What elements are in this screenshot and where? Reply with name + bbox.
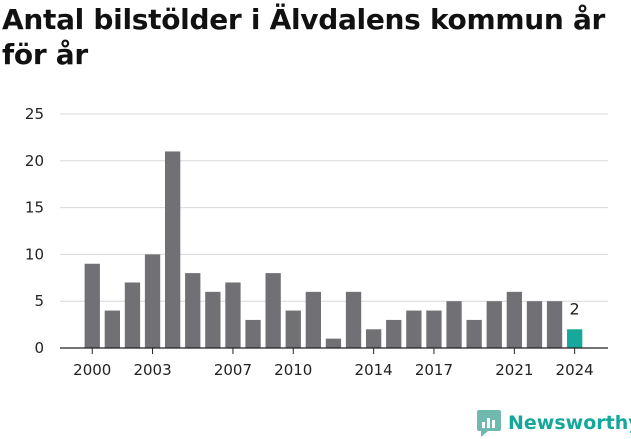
bar-2015 bbox=[386, 319, 402, 348]
bar-2020 bbox=[486, 301, 502, 348]
bar-2012 bbox=[325, 338, 342, 348]
y-tick-label: 10 bbox=[25, 245, 44, 263]
chart-title: Antal bilstölder i Älvdalens kommun år f… bbox=[2, 3, 606, 71]
y-tick-label: 15 bbox=[25, 199, 44, 217]
bar-2008 bbox=[245, 319, 261, 348]
x-tick-label: 2017 bbox=[415, 361, 453, 379]
bar-2003 bbox=[144, 254, 161, 348]
bar-2007 bbox=[225, 282, 241, 348]
newsworthy-logo-icon bbox=[477, 410, 501, 437]
bar-2021 bbox=[506, 291, 522, 348]
bar-2019 bbox=[466, 319, 482, 348]
bar-2022 bbox=[526, 301, 543, 348]
x-tick-label: 2024 bbox=[556, 361, 594, 379]
bar-2014 bbox=[366, 329, 382, 348]
data-label: 2 bbox=[570, 299, 580, 318]
x-tick-label: 2007 bbox=[214, 361, 252, 379]
y-axis-tick-labels: 0 5 10 15 20 25 bbox=[25, 105, 44, 357]
bar-2001 bbox=[104, 310, 120, 348]
y-tick-label: 5 bbox=[34, 292, 44, 310]
bar-2024 bbox=[567, 329, 583, 348]
brand-name: Newsworthy bbox=[508, 412, 631, 434]
x-tick-label: 2014 bbox=[355, 361, 393, 379]
bar-2013 bbox=[345, 291, 362, 348]
bar-2002 bbox=[124, 282, 141, 348]
bar-2009 bbox=[265, 273, 281, 348]
bar-2017 bbox=[426, 310, 442, 348]
x-tick-label: 2003 bbox=[133, 361, 171, 379]
bar-2006 bbox=[205, 291, 221, 348]
bar-2005 bbox=[185, 273, 201, 348]
bar-2010 bbox=[285, 310, 301, 348]
x-tick-label: 2010 bbox=[274, 361, 312, 379]
x-tick-label: 2021 bbox=[495, 361, 533, 379]
bar-2011 bbox=[305, 291, 321, 348]
y-tick-label: 0 bbox=[34, 339, 44, 357]
bar-2000 bbox=[84, 263, 100, 348]
x-tick-label: 2000 bbox=[73, 361, 111, 379]
data-labels: 2 bbox=[570, 299, 580, 318]
y-tick-label: 20 bbox=[25, 152, 44, 170]
y-tick-label: 25 bbox=[25, 105, 44, 123]
bar-2004 bbox=[165, 151, 181, 348]
bar-2018 bbox=[446, 301, 462, 348]
x-axis: 2000 2003 2007 2010 2014 2017 2021 2024 bbox=[60, 347, 608, 379]
gridlines bbox=[60, 113, 608, 302]
bar-2023 bbox=[546, 301, 563, 348]
bars bbox=[84, 151, 583, 348]
newsworthy-brand: Newsworthy bbox=[476, 407, 631, 439]
bar-2016 bbox=[406, 310, 422, 348]
